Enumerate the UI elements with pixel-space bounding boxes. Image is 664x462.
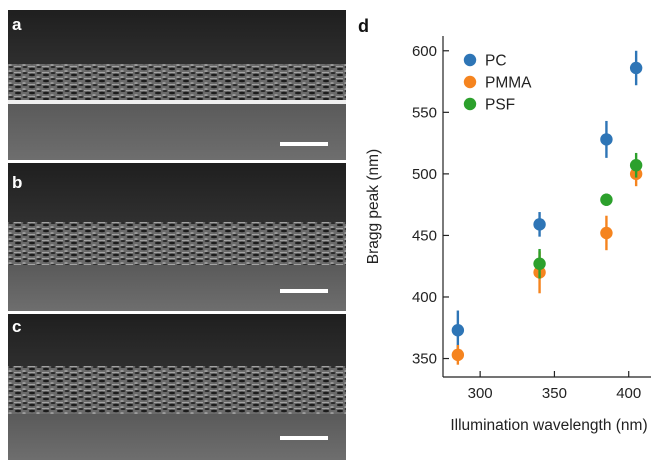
x-axis-title: Illumination wavelength (nm) — [450, 417, 647, 434]
data-point — [600, 226, 613, 240]
data-point — [533, 218, 546, 231]
data-point — [600, 193, 613, 206]
porous-film-a — [8, 64, 346, 102]
chart-legend: PC PMMA PSF — [463, 53, 532, 114]
x-tick-label: 400 — [616, 385, 641, 402]
chart-marks — [451, 50, 643, 365]
sem-panel-a: a — [8, 10, 346, 160]
scale-bar-a — [280, 142, 328, 146]
panel-label-b: b — [12, 173, 22, 192]
panel-label-a: a — [12, 15, 22, 34]
porous-film-c — [8, 366, 346, 414]
x-tick-label: 300 — [468, 385, 493, 402]
legend-label-psf: PSF — [485, 97, 515, 114]
y-tick-label: 450 — [412, 227, 437, 244]
panel-label-d: d — [358, 16, 369, 36]
y-tick-label: 350 — [412, 351, 437, 368]
data-point — [451, 348, 465, 362]
series-pmma — [451, 161, 643, 365]
scale-bar-b — [280, 289, 328, 293]
y-tick-label: 400 — [412, 289, 437, 306]
sem-panel-c: c — [8, 314, 346, 460]
x-tick-label: 350 — [542, 385, 567, 402]
legend-label-pc: PC — [485, 53, 507, 70]
data-point — [629, 159, 643, 172]
porous-film-b — [8, 222, 346, 265]
chart-axes: 350 400 450 500 550 600 300 350 400 Illumination … — [365, 36, 651, 434]
bragg-peak-chart: d 350 400 450 500 550 600 300 350 400 Illuminatio… — [358, 16, 651, 434]
legend-marker-pmma — [463, 75, 477, 89]
data-point — [451, 324, 465, 337]
legend-marker-pc — [463, 53, 477, 67]
y-tick-label: 550 — [412, 104, 437, 121]
y-tick-label: 600 — [412, 43, 437, 60]
data-point — [533, 257, 546, 270]
y-tick-label: 500 — [412, 166, 437, 183]
series-psf — [533, 152, 643, 279]
legend-label-pmma: PMMA — [485, 75, 532, 92]
sem-panel-b: b — [8, 163, 346, 311]
data-point — [629, 61, 643, 75]
panel-label-c: c — [12, 317, 21, 336]
scale-bar-c — [280, 436, 328, 440]
legend-marker-psf — [463, 97, 477, 111]
series-pc — [451, 50, 643, 350]
data-point — [600, 133, 613, 146]
y-axis-title: Bragg peak (nm) — [365, 149, 382, 264]
